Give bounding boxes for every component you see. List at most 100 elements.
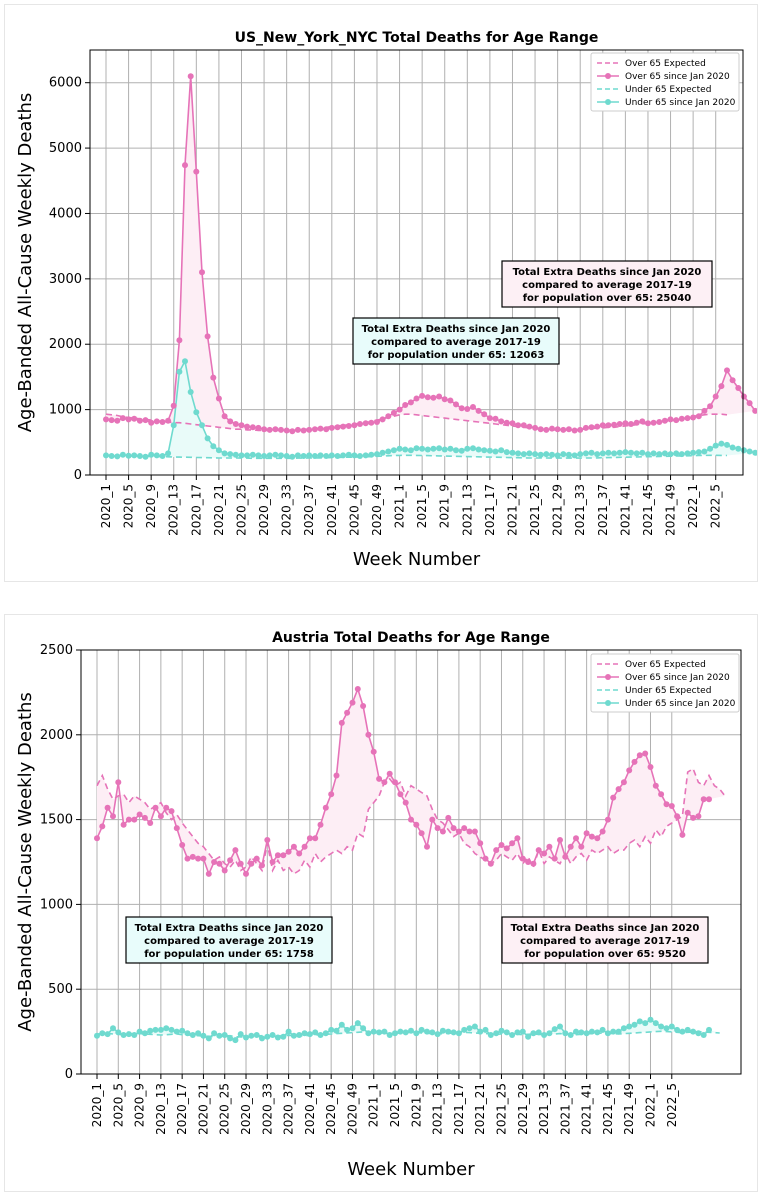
point-under-65 <box>283 453 290 459</box>
point-under-65 <box>562 1030 569 1037</box>
point-over-65 <box>317 821 324 828</box>
point-under-65 <box>195 1030 202 1037</box>
point-over-65 <box>152 804 159 811</box>
point-under-65 <box>119 451 126 458</box>
legend-box <box>590 52 740 112</box>
point-over-65 <box>269 859 276 865</box>
point-under-65 <box>413 1030 420 1037</box>
point-under-65 <box>136 1028 143 1035</box>
x-tick-label: 2021_1 <box>393 484 407 528</box>
point-over-65 <box>668 803 675 809</box>
x-tick-label: 2020_49 <box>345 1083 359 1135</box>
point-over-65 <box>397 791 404 798</box>
point-over-65 <box>464 406 471 412</box>
legend-marker <box>605 73 611 79</box>
point-under-65 <box>707 445 714 452</box>
point-under-65 <box>578 1029 585 1036</box>
point-over-65 <box>620 779 627 786</box>
point-over-65 <box>718 383 725 390</box>
point-under-65 <box>136 453 143 459</box>
point-under-65 <box>385 448 392 455</box>
point-over-65 <box>573 835 579 842</box>
annotation-text: Total Extra Deaths since Jan 2020 <box>511 923 700 934</box>
annotation-text: Total Extra Deaths since Jan 2020 <box>362 324 551 335</box>
point-under-65 <box>729 444 736 451</box>
point-over-65 <box>458 405 465 412</box>
y-tick-label: 6000 <box>49 76 82 91</box>
point-under-65 <box>370 1028 377 1035</box>
y-axis-label: Age-Banded All-Cause Weekly Deaths <box>15 93 36 433</box>
point-under-65 <box>515 450 522 457</box>
x-tick-label: 2021_21 <box>473 1083 487 1135</box>
point-under-65 <box>238 452 245 459</box>
point-over-65 <box>599 828 606 835</box>
point-under-65 <box>199 422 205 429</box>
point-over-65 <box>656 419 663 425</box>
point-under-65 <box>408 1027 414 1034</box>
point-under-65 <box>752 449 757 456</box>
point-over-65 <box>532 424 539 431</box>
point-under-65 <box>204 435 211 442</box>
point-over-65 <box>306 426 313 433</box>
x-tick-label: 2020_9 <box>144 484 158 528</box>
point-over-65 <box>125 816 132 823</box>
point-under-65 <box>354 1020 361 1027</box>
point-over-65 <box>392 779 398 786</box>
point-over-65 <box>430 394 437 401</box>
point-over-65 <box>509 420 516 427</box>
point-over-65 <box>306 835 313 842</box>
x-tick-label: 2020_29 <box>257 484 271 536</box>
point-over-65 <box>232 421 239 427</box>
point-over-65 <box>616 421 623 427</box>
point-under-65 <box>684 1026 691 1033</box>
point-over-65 <box>605 422 612 429</box>
point-over-65 <box>94 835 100 842</box>
x-tick-label: 2020_25 <box>218 1083 232 1135</box>
point-under-65 <box>360 1025 367 1032</box>
fill-over-65 <box>106 76 756 432</box>
line-under-65-expected <box>105 454 728 460</box>
point-under-65 <box>300 453 307 459</box>
point-over-65 <box>182 162 188 169</box>
point-under-65 <box>179 1027 186 1034</box>
point-under-65 <box>674 1026 681 1033</box>
point-under-65 <box>173 1028 180 1035</box>
legend-label: Over 65 since Jan 2020 <box>625 673 730 683</box>
point-over-65 <box>661 417 668 424</box>
point-over-65 <box>588 424 595 431</box>
x-tick-label: 2021_5 <box>388 1083 402 1127</box>
point-over-65 <box>622 420 629 427</box>
point-under-65 <box>131 1032 138 1038</box>
x-tick-label: 2022_5 <box>709 484 723 528</box>
point-over-65 <box>147 820 154 826</box>
point-over-65 <box>205 870 212 877</box>
point-under-65 <box>340 452 347 459</box>
point-over-65 <box>125 416 132 423</box>
point-under-65 <box>701 448 708 455</box>
point-over-65 <box>520 422 527 429</box>
point-under-65 <box>577 451 584 458</box>
point-under-65 <box>266 452 273 459</box>
point-over-65 <box>436 393 443 400</box>
point-over-65 <box>136 811 143 818</box>
point-over-65 <box>562 853 569 860</box>
point-under-65 <box>724 441 730 448</box>
point-under-65 <box>535 1029 542 1036</box>
point-under-65 <box>543 451 550 458</box>
point-under-65 <box>215 447 222 454</box>
x-tick-label: 2020_5 <box>122 484 136 528</box>
point-under-65 <box>402 1029 409 1036</box>
y-tick-label: 5000 <box>49 141 82 156</box>
x-tick-label: 2021_49 <box>622 1083 636 1135</box>
point-under-65 <box>453 447 459 454</box>
point-over-65 <box>283 427 290 434</box>
point-under-65 <box>322 1030 329 1037</box>
point-under-65 <box>673 450 680 457</box>
point-over-65 <box>450 825 457 832</box>
point-over-65 <box>424 843 430 850</box>
point-over-65 <box>515 422 522 429</box>
point-under-65 <box>365 1030 372 1037</box>
point-under-65 <box>357 453 363 459</box>
point-under-65 <box>530 1030 537 1037</box>
point-under-65 <box>99 1030 106 1037</box>
